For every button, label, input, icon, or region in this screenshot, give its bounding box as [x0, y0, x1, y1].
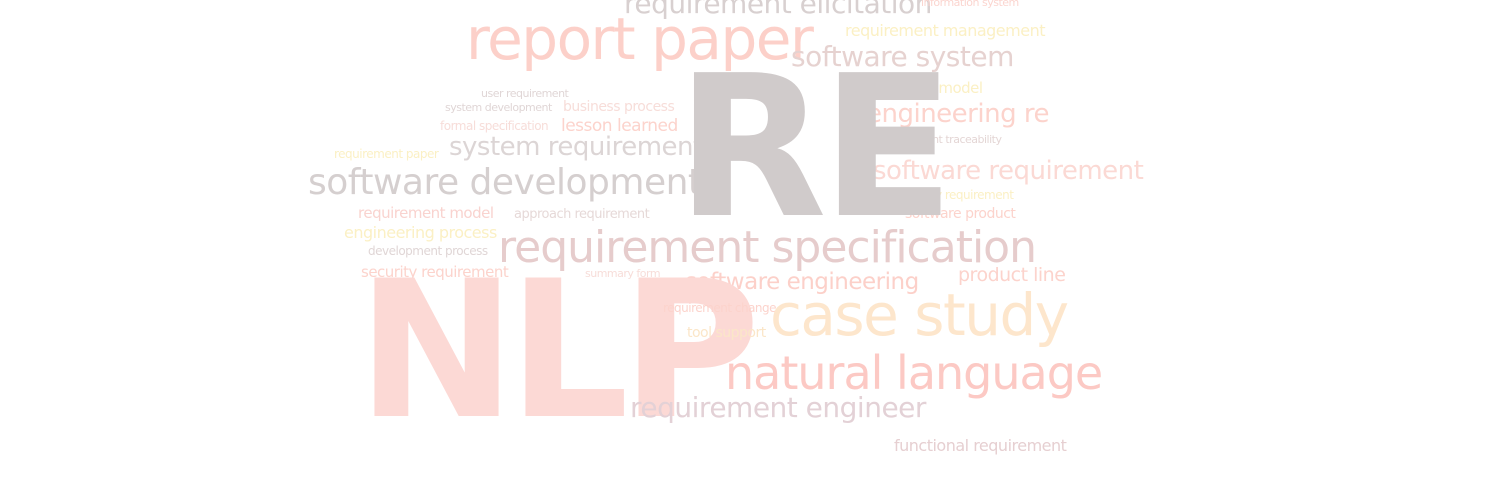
word-re: RE	[676, 34, 955, 262]
word-engineering-re: engineering re	[866, 99, 1049, 129]
word-requirement-engineer: requirement engineer	[630, 391, 926, 424]
word-natural-language: natural language	[725, 346, 1103, 400]
word-approach-requirement: approach requirement	[514, 207, 650, 222]
word-requirement-change: requirement change	[663, 301, 777, 315]
word-case-study: case study	[770, 281, 1069, 349]
word-product-line: product line	[958, 264, 1066, 286]
word-software-engineering: software engineering	[685, 269, 919, 295]
word-requirement-traceability: requirement traceability	[880, 133, 1002, 146]
word-engineering-process: engineering process	[344, 223, 497, 242]
word-functional-requirement: functional requirement	[894, 436, 1067, 455]
word-system-development: system development	[445, 101, 552, 114]
word-software-product: software product	[905, 206, 1016, 222]
word-business-process: business process	[563, 99, 675, 115]
word-user-requirement: user requirement	[481, 87, 569, 100]
word-software-requirement: software requirement	[873, 156, 1144, 186]
word-summary-form: summary form	[585, 267, 661, 280]
word-requirement-elicitation: requirement elicitation	[624, 0, 932, 20]
word-requirement-model: requirement model	[358, 204, 494, 222]
word-development-process: development process	[368, 244, 488, 258]
word-formal-specification: formal specification	[440, 119, 549, 133]
word-software-development: software development	[308, 162, 702, 203]
word-system-requirement: system requirement	[449, 132, 703, 162]
word-requirement-specification: requirement specification	[498, 222, 1037, 273]
word-software-system: software system	[791, 40, 1014, 73]
word-security-requirement: security requirement	[361, 263, 509, 281]
word-goal-model: goal model	[904, 79, 983, 97]
word-report-paper: report paper	[466, 5, 814, 73]
word-lesson-learned: lesson learned	[561, 116, 678, 136]
word-tool-support: tool support	[687, 325, 766, 341]
word-information-system: information system	[921, 0, 1019, 9]
word-requirement-paper: requirement paper	[334, 147, 439, 161]
word-quality-requirement: quality requirement	[904, 188, 1014, 202]
word-nlp: NLP	[357, 240, 760, 461]
word-requirement-management: requirement management	[845, 21, 1046, 40]
